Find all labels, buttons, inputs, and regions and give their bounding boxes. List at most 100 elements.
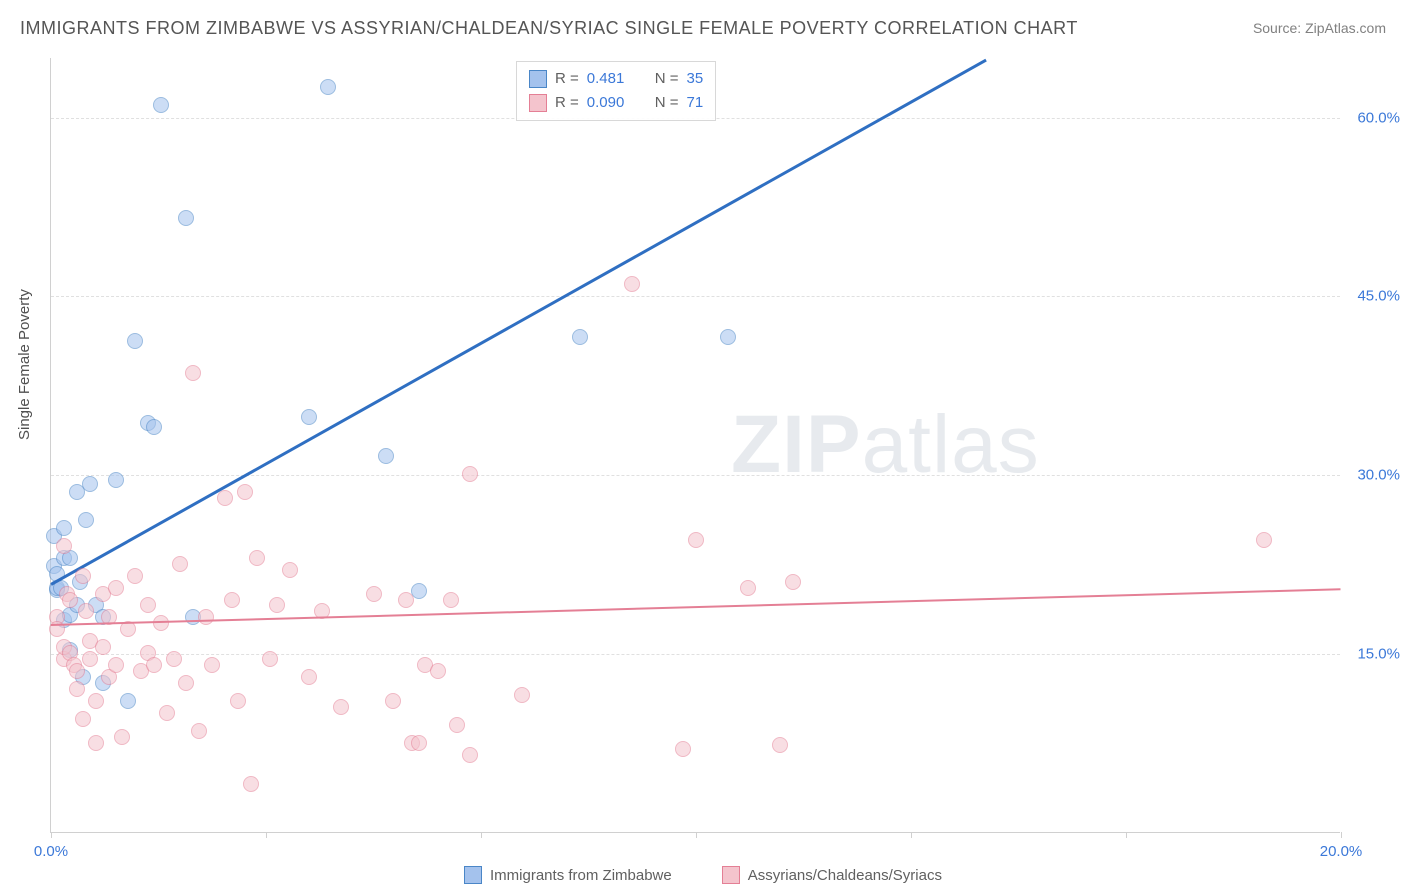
scatter-point-pink [191,723,207,739]
scatter-point-pink [140,597,156,613]
scatter-point-pink [282,562,298,578]
scatter-point-pink [127,568,143,584]
x-tick-mark [481,832,482,838]
scatter-point-pink [108,580,124,596]
scatter-point-pink [75,568,91,584]
scatter-point-pink [624,276,640,292]
bottom-legend-swatch-blue [464,866,482,884]
chart-title: IMMIGRANTS FROM ZIMBABWE VS ASSYRIAN/CHA… [20,18,1078,39]
x-tick-mark [51,832,52,838]
scatter-point-pink [385,693,401,709]
x-tick-mark [266,832,267,838]
x-tick-mark [1341,832,1342,838]
bottom-legend-label: Immigrants from Zimbabwe [490,867,672,884]
scatter-point-pink [88,735,104,751]
x-tick-mark [911,832,912,838]
scatter-point-blue [320,79,336,95]
scatter-point-pink [56,538,72,554]
y-axis-title: Single Female Poverty [16,289,33,440]
scatter-point-pink [198,609,214,625]
scatter-point-pink [178,675,194,691]
legend-n-value: 71 [687,91,704,115]
scatter-point-pink [462,747,478,763]
scatter-point-pink [69,663,85,679]
scatter-point-blue [108,472,124,488]
scatter-point-blue [153,97,169,113]
scatter-point-pink [146,657,162,673]
y-tick-label: 30.0% [1357,467,1400,484]
scatter-point-pink [772,737,788,753]
bottom-legend: Immigrants from Zimbabwe Assyrians/Chalde… [0,866,1406,884]
scatter-point-pink [675,741,691,757]
scatter-point-blue [82,476,98,492]
scatter-point-pink [166,651,182,667]
scatter-point-pink [108,657,124,673]
legend-n-label: N = [655,91,679,115]
scatter-point-pink [62,592,78,608]
scatter-point-pink [230,693,246,709]
source-attribution: Source: ZipAtlas.com [1253,20,1386,36]
y-tick-label: 45.0% [1357,288,1400,305]
legend-swatch-pink [529,94,547,112]
x-tick-mark [696,832,697,838]
legend-n-value: 35 [687,67,704,91]
legend-swatch-blue [529,70,547,88]
x-tick-mark [1126,832,1127,838]
scatter-point-pink [301,669,317,685]
scatter-point-blue [720,329,736,345]
scatter-point-pink [514,687,530,703]
bottom-legend-label: Assyrians/Chaldeans/Syriacs [748,867,942,884]
bottom-legend-item-blue: Immigrants from Zimbabwe [464,866,672,884]
scatter-point-pink [249,550,265,566]
legend-r-value: 0.481 [587,67,647,91]
scatter-point-pink [95,639,111,655]
scatter-point-pink [69,681,85,697]
scatter-point-blue [78,512,94,528]
scatter-point-blue [56,520,72,536]
scatter-point-pink [269,597,285,613]
scatter-point-blue [572,329,588,345]
plot-area: 15.0%30.0%45.0%60.0%0.0%20.0%R =0.481N =… [50,58,1340,833]
scatter-point-blue [146,419,162,435]
scatter-point-pink [114,729,130,745]
scatter-point-blue [301,409,317,425]
legend-r-label: R = [555,67,579,91]
scatter-point-pink [224,592,240,608]
x-tick-label: 20.0% [1320,843,1363,860]
scatter-point-pink [430,663,446,679]
bottom-legend-item-pink: Assyrians/Chaldeans/Syriacs [722,866,942,884]
scatter-point-blue [178,210,194,226]
legend-r-value: 0.090 [587,91,647,115]
scatter-point-pink [333,699,349,715]
scatter-point-pink [159,705,175,721]
trend-line-pink [51,589,1341,627]
legend-row-blue: R =0.481N =35 [529,67,703,91]
scatter-point-pink [237,484,253,500]
scatter-point-pink [185,365,201,381]
scatter-point-pink [88,693,104,709]
legend-r-label: R = [555,91,579,115]
scatter-point-blue [378,448,394,464]
scatter-point-pink [411,735,427,751]
scatter-point-pink [204,657,220,673]
grid-line-h [51,296,1340,297]
scatter-point-pink [462,466,478,482]
x-tick-label: 0.0% [34,843,68,860]
scatter-point-pink [366,586,382,602]
scatter-point-pink [75,711,91,727]
scatter-point-pink [82,651,98,667]
scatter-point-pink [449,717,465,733]
scatter-point-pink [172,556,188,572]
plot-inner: 15.0%30.0%45.0%60.0%0.0%20.0%R =0.481N =… [51,58,1340,832]
scatter-point-pink [243,776,259,792]
bottom-legend-swatch-pink [722,866,740,884]
scatter-point-pink [443,592,459,608]
correlation-legend: R =0.481N =35R =0.090N =71 [516,61,716,121]
scatter-point-pink [740,580,756,596]
y-tick-label: 15.0% [1357,646,1400,663]
scatter-point-blue [120,693,136,709]
scatter-point-pink [217,490,233,506]
y-tick-label: 60.0% [1357,109,1400,126]
scatter-point-pink [785,574,801,590]
scatter-point-pink [398,592,414,608]
